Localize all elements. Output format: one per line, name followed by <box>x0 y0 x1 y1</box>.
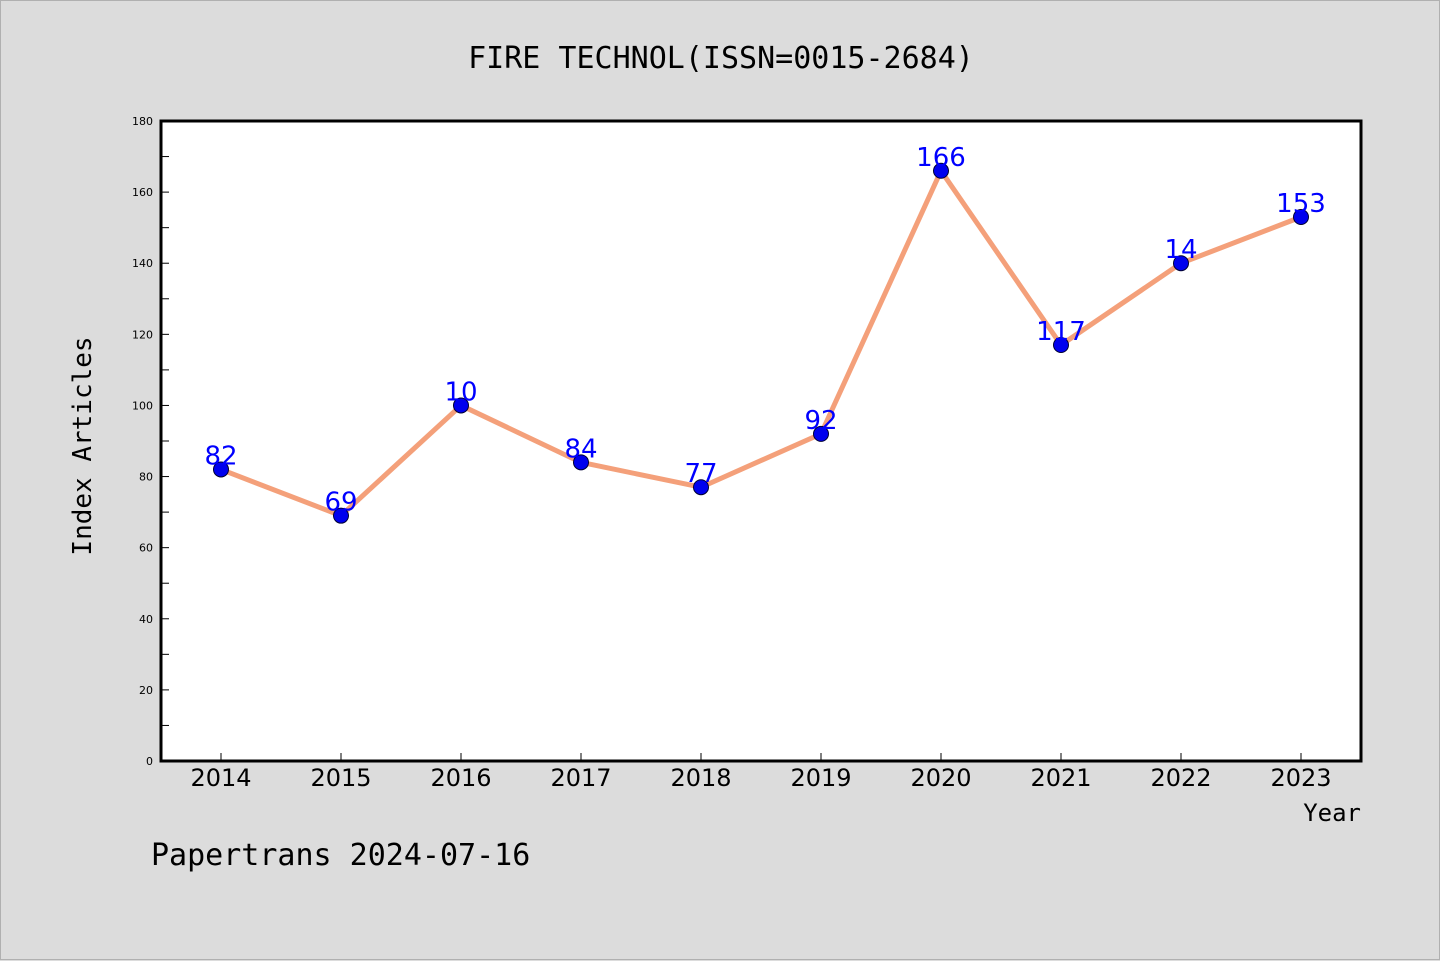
x-tick-label: 2016 <box>430 764 491 792</box>
x-axis: 2014 2015 2016 2017 2018 2019 2020 2021 2022 2023 <box>190 753 1332 792</box>
data-label: 84 <box>564 434 597 464</box>
x-tick-label: 2020 <box>910 764 971 792</box>
y-tick-label: 60 <box>139 542 153 555</box>
plot-frame <box>159 119 1363 763</box>
data-label: 153 <box>1276 189 1326 219</box>
data-point <box>213 461 229 478</box>
y-tick-label: 160 <box>132 186 153 199</box>
data-label: 92 <box>804 406 837 436</box>
data-label: 10 <box>444 377 477 407</box>
x-tick-label: 2015 <box>310 764 371 792</box>
x-tick-label: 2019 <box>790 764 851 792</box>
markers-group <box>213 162 1309 524</box>
y-tick-label: 100 <box>132 399 153 412</box>
data-point <box>1173 255 1189 272</box>
x-tick-label: 2014 <box>190 764 251 792</box>
y-tick-label: 20 <box>139 684 153 697</box>
y-axis-label: Index Articles <box>68 336 98 555</box>
x-axis-label: Year <box>1303 799 1361 827</box>
x-tick-label: 2022 <box>1150 764 1211 792</box>
data-label: 77 <box>684 459 717 489</box>
data-label: 166 <box>916 143 966 173</box>
x-tick-label: 2021 <box>1030 764 1091 792</box>
y-tick-label: 120 <box>132 328 153 341</box>
data-point <box>333 507 349 524</box>
data-point <box>1293 209 1309 225</box>
series-line <box>218 168 1304 519</box>
y-tick-label: 0 <box>146 755 153 768</box>
series-line-group <box>218 168 1304 519</box>
data-point <box>693 479 709 496</box>
data-label: 14 <box>1164 235 1197 265</box>
y-tick-label: 180 <box>132 115 153 128</box>
y-tick-label: 40 <box>139 613 153 626</box>
data-point <box>1053 337 1069 353</box>
data-point <box>813 425 829 442</box>
data-point <box>933 162 949 179</box>
y-tick-label: 140 <box>132 257 153 270</box>
x-tick-label: 2017 <box>550 764 611 792</box>
x-tick-label: 2018 <box>670 764 731 792</box>
data-point <box>573 454 589 471</box>
y-tick-label: 80 <box>139 471 153 484</box>
data-label: 117 <box>1036 317 1086 347</box>
data-label: 82 <box>204 441 237 471</box>
x-tick-label: 2023 <box>1270 764 1331 792</box>
footer-credit: Papertrans 2024-07-16 <box>151 838 530 873</box>
chart-title: FIRE TECHNOL(ISSN=0015-2684) <box>468 41 974 76</box>
data-label: 69 <box>324 488 357 518</box>
data-labels-group: 82 69 10 84 77 92 166 117 14 153 <box>204 143 1325 518</box>
plot-area <box>161 121 1361 761</box>
data-point <box>453 397 469 414</box>
